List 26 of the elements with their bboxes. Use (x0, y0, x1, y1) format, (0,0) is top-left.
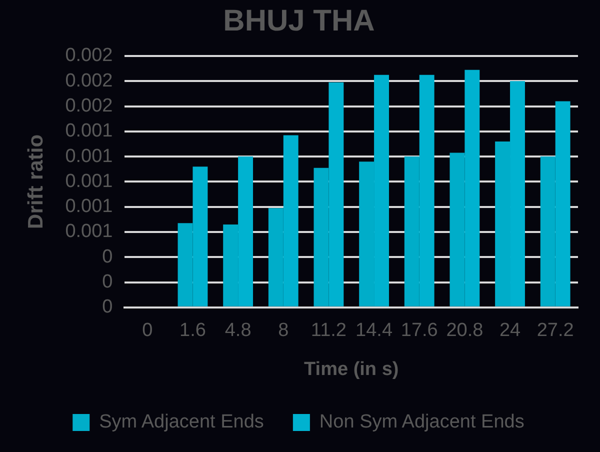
y-tick-label: 0 (102, 246, 113, 268)
chart-title: BHUJ THA (223, 4, 375, 38)
y-tick-label: 0.002 (65, 96, 113, 117)
x-axis-title: Time (in s) (304, 358, 399, 380)
y-tick-label: 0.001 (65, 146, 113, 167)
x-tick-label: 0 (142, 320, 153, 342)
x-tick-label: 8 (278, 320, 289, 342)
x-tick-label: 20.8 (446, 320, 484, 342)
x-tick-label: 24 (499, 320, 522, 342)
y-tick-label: 0 (102, 271, 113, 292)
y-tick-label: 0.001 (65, 120, 113, 142)
y-tick-label: 0.002 (65, 70, 113, 92)
x-tick-label: 4.8 (224, 320, 252, 342)
x-tick-label: 1.6 (180, 320, 206, 342)
legend-label: Non Sym Adjacent Ends (319, 412, 524, 433)
x-tick-label: 27.2 (536, 320, 574, 342)
y-tick-label: 0.001 (65, 196, 113, 218)
x-tick-label: 17.6 (400, 320, 438, 342)
legend-label: Sym Adjacent Ends (99, 412, 264, 433)
y-tick-label: 0 (102, 296, 113, 318)
y-tick-label: 0.001 (65, 170, 113, 192)
y-axis-title: Drift ratio (24, 134, 48, 229)
x-tick-label: 11.2 (310, 320, 346, 342)
x-tick-label: 14.4 (356, 320, 393, 342)
y-tick-label: 0.001 (65, 221, 113, 242)
y-tick-label: 0.002 (65, 45, 113, 66)
